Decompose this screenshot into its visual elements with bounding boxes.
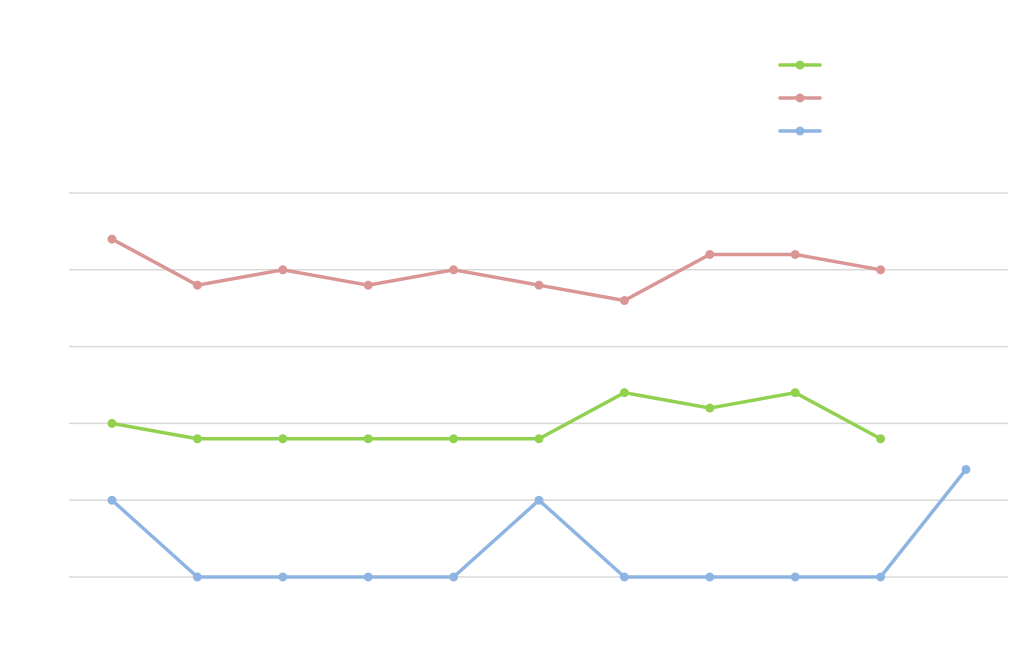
series-1-point-7	[619, 388, 629, 398]
series-1-point-5	[449, 434, 459, 444]
series-2-point-9	[790, 249, 800, 259]
series-2-point-3	[278, 265, 288, 275]
legend-item-1	[778, 60, 822, 70]
series-2-point-5	[449, 265, 459, 275]
series-2-point-1	[107, 234, 117, 244]
series-3-point-6	[534, 495, 544, 505]
legend-swatch-marker-2	[795, 93, 805, 103]
legend-item-2	[778, 93, 822, 103]
series-1-point-2	[192, 434, 202, 444]
legend-swatch-marker-3	[795, 126, 805, 136]
gridlines	[69, 192, 1008, 578]
series-2-point-8	[705, 249, 715, 259]
series-2-point-2	[192, 280, 202, 290]
series-1-point-1	[107, 418, 117, 428]
series-2-point-6	[534, 280, 544, 290]
series-3-point-5	[449, 572, 459, 582]
series-3-point-2	[192, 572, 202, 582]
series-1	[107, 388, 886, 444]
series-2	[107, 234, 886, 306]
series-3-point-7	[619, 572, 629, 582]
series-3-point-8	[705, 572, 715, 582]
series-3-line	[110, 467, 968, 579]
series-3-point-3	[278, 572, 288, 582]
series-1-point-3	[278, 434, 288, 444]
series-3-point-1	[107, 495, 117, 505]
series-1-point-6	[534, 434, 544, 444]
series-2-point-10	[876, 265, 886, 275]
series-2-point-4	[363, 280, 373, 290]
series-2-line	[110, 237, 883, 303]
series-1-line	[110, 390, 883, 441]
series-3	[107, 464, 971, 582]
series-1-point-10	[876, 434, 886, 444]
series-3-point-4	[363, 572, 373, 582]
series-2-point-7	[619, 296, 629, 306]
series-3-point-11	[961, 464, 971, 474]
series-1-point-8	[705, 403, 715, 413]
series-3-point-9	[790, 572, 800, 582]
legend	[778, 60, 822, 136]
legend-item-3	[778, 126, 822, 136]
series-layer	[107, 234, 971, 582]
series-3-point-10	[876, 572, 886, 582]
series-1-point-9	[790, 388, 800, 398]
legend-swatch-marker-1	[795, 60, 805, 70]
series-1-point-4	[363, 434, 373, 444]
